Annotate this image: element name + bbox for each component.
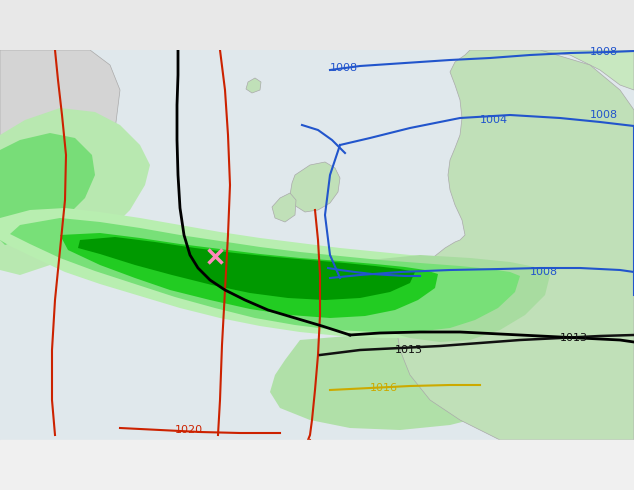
Text: Jet stream/SLP [kts] ECMWF: Jet stream/SLP [kts] ECMWF [5,449,169,463]
Polygon shape [0,108,150,275]
Polygon shape [272,193,296,222]
Text: 180: 180 [124,470,150,484]
Polygon shape [270,335,540,430]
Text: 1020: 1020 [175,425,203,435]
Polygon shape [60,233,438,318]
Polygon shape [78,237,415,300]
Polygon shape [10,218,520,332]
Polygon shape [290,162,340,212]
Text: We 29-05-2024 18:00 UTC (06+12): We 29-05-2024 18:00 UTC (06+12) [422,449,629,463]
Text: 120: 120 [62,470,88,484]
Polygon shape [395,50,634,440]
Text: 140: 140 [82,470,108,484]
Text: 100: 100 [40,470,66,484]
Polygon shape [0,50,120,240]
Polygon shape [0,133,95,245]
Text: 80: 80 [22,470,39,484]
Text: 1008: 1008 [590,110,618,120]
Polygon shape [345,255,550,342]
Polygon shape [0,208,550,338]
Text: 160: 160 [104,470,130,484]
Text: 60: 60 [5,470,22,484]
Text: 1008: 1008 [530,267,558,277]
Polygon shape [480,50,634,90]
Text: 1013: 1013 [395,345,423,355]
Text: 1013: 1013 [560,333,588,343]
Polygon shape [246,78,261,93]
Text: 1016: 1016 [370,383,398,393]
Text: 1004: 1004 [480,115,508,125]
Text: 1008: 1008 [590,47,618,57]
Text: 1008: 1008 [330,63,358,73]
Text: ©weatheronline.co.uk: ©weatheronline.co.uk [505,472,629,482]
